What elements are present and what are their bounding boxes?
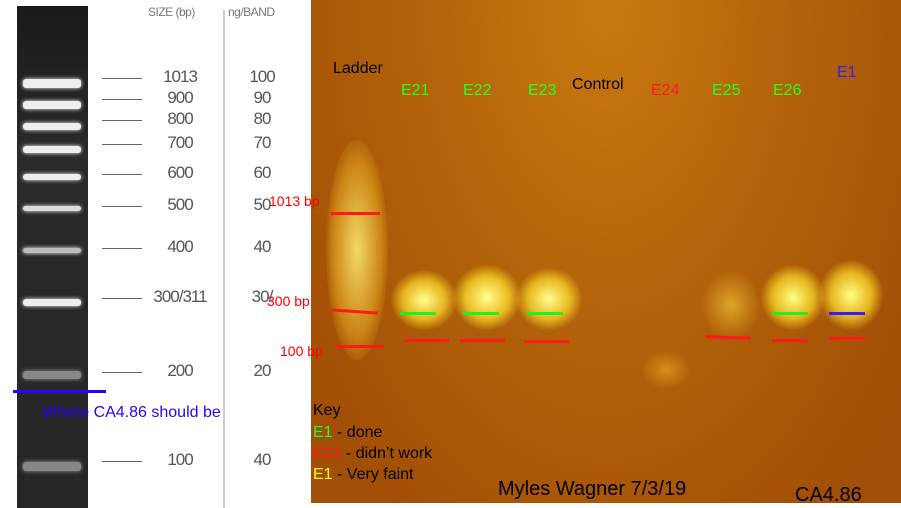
lane-label: E24 xyxy=(651,82,680,99)
gel-image xyxy=(311,0,901,503)
ng-header: ng/BAND xyxy=(228,5,275,19)
key-text: - didn’t work xyxy=(341,445,433,462)
lane-label: Ladder xyxy=(333,60,383,77)
ladder-tick xyxy=(102,248,142,249)
ladder-size-label: 800 xyxy=(167,109,193,128)
band-mark-e21-red xyxy=(404,339,449,342)
gene-label: CA4.86 xyxy=(795,484,862,506)
band-mark-e26-red xyxy=(772,339,808,342)
size-header: SIZE (bp) xyxy=(148,5,195,19)
ladder-size-label: 700 xyxy=(167,133,193,152)
ladder-tick xyxy=(102,298,142,299)
key-text: - Very faint xyxy=(332,466,414,483)
ladder-ng-label: 30/ xyxy=(251,287,274,306)
reference-ladder-gel xyxy=(17,6,88,508)
key-code: E12 xyxy=(313,445,342,462)
marker-label-1013: 1013 bp xyxy=(269,193,320,209)
ladder-size-label: 900 xyxy=(167,88,193,107)
lane-label: E22 xyxy=(463,82,492,99)
ladder-tick xyxy=(102,120,142,121)
marker-label-300: 300 bp xyxy=(267,293,310,309)
ladder-size-label: 400 xyxy=(167,237,193,256)
ladder-ng-label: 20 xyxy=(253,361,272,380)
key-item: E1 - done xyxy=(313,424,382,442)
divider xyxy=(223,10,225,508)
band-mark-e23-green xyxy=(527,312,563,315)
ladder-ng-label: 40 xyxy=(253,237,272,256)
key-item: E1 - Very faint xyxy=(313,466,414,484)
ladder-ng-label: 80 xyxy=(253,109,272,128)
band-mark-e26-green xyxy=(772,312,808,315)
ladder-tick xyxy=(102,144,142,145)
ladder-size-label: 600 xyxy=(167,163,193,182)
ladder-ng-label: 100 xyxy=(249,67,275,86)
ladder-ng-label: 50 xyxy=(253,195,272,214)
ladder-tick xyxy=(102,372,142,373)
ladder-tick xyxy=(102,206,142,207)
author-date: Myles Wagner 7/3/19 xyxy=(498,478,687,500)
lane-label: E26 xyxy=(773,82,802,99)
marker-line-100 xyxy=(336,345,384,348)
key-title: Key xyxy=(313,402,341,419)
key-item: E12 - didn’t work xyxy=(313,445,432,463)
ladder-ng-label: 70 xyxy=(253,133,272,152)
lane-label: Control xyxy=(572,76,624,93)
ladder-tick xyxy=(102,78,142,79)
band-mark-e1-red xyxy=(829,337,865,340)
ladder-size-label: 200 xyxy=(167,361,193,380)
ladder-size-label: 1013 xyxy=(163,67,198,86)
ladder-size-label: 100 xyxy=(167,450,193,469)
band-mark-e22-red xyxy=(460,339,505,342)
ladder-ng-label: 40 xyxy=(253,450,272,469)
ladder-size-label: 300/311 xyxy=(153,287,207,306)
lane-label: E25 xyxy=(712,82,741,99)
ladder-ng-label: 90 xyxy=(253,88,272,107)
marker-label-100: 100 bp xyxy=(280,343,323,359)
ladder-size-label: 500 xyxy=(167,195,193,214)
lane-label: E23 xyxy=(528,82,557,99)
band-mark-e23-red xyxy=(524,340,569,343)
band-mark-e22-green xyxy=(463,312,499,315)
expected-position-note: Where CA4.86 should be xyxy=(42,404,221,421)
band-mark-e1-blue xyxy=(829,312,865,315)
key-code: E1 xyxy=(313,424,333,441)
ladder-ng-label: 60 xyxy=(253,163,272,182)
lane-label: E21 xyxy=(401,82,430,99)
expected-position-line xyxy=(13,390,106,393)
band-mark-e21-green xyxy=(400,312,436,315)
ladder-tick xyxy=(102,461,142,462)
key-code: E1 xyxy=(313,466,333,483)
lane-label: E1 xyxy=(837,64,857,81)
ladder-tick xyxy=(102,174,142,175)
key-text: - done xyxy=(332,424,383,441)
marker-line-1013 xyxy=(331,212,380,215)
ladder-tick xyxy=(102,99,142,100)
